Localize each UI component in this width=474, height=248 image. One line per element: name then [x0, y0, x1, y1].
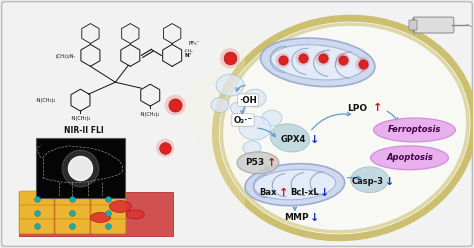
Ellipse shape — [245, 164, 345, 206]
Point — [359, 62, 366, 66]
Text: -N(CH₃)₂: -N(CH₃)₂ — [140, 112, 160, 117]
Ellipse shape — [262, 110, 282, 126]
Text: ↑: ↑ — [373, 103, 382, 113]
FancyBboxPatch shape — [2, 2, 472, 246]
Ellipse shape — [351, 167, 389, 193]
Text: -N(CH₃)₂: -N(CH₃)₂ — [35, 98, 55, 103]
Text: PF₆⁻: PF₆⁻ — [188, 41, 200, 46]
Ellipse shape — [239, 116, 271, 140]
FancyBboxPatch shape — [19, 191, 54, 206]
Text: Bcl-xL: Bcl-xL — [291, 188, 319, 197]
Point — [77, 166, 84, 170]
Point — [162, 146, 169, 150]
Ellipse shape — [284, 172, 322, 198]
Point — [279, 58, 287, 62]
Text: P53: P53 — [246, 158, 264, 167]
Ellipse shape — [127, 210, 144, 219]
Ellipse shape — [374, 118, 456, 142]
Ellipse shape — [254, 169, 336, 200]
Text: Apoptosis: Apoptosis — [386, 153, 433, 162]
FancyBboxPatch shape — [55, 205, 90, 220]
Text: -N(CH₃)₂: -N(CH₃)₂ — [70, 116, 91, 121]
FancyBboxPatch shape — [19, 219, 54, 234]
Point — [69, 197, 76, 201]
Point — [299, 56, 307, 60]
Ellipse shape — [244, 89, 266, 107]
Ellipse shape — [271, 45, 365, 80]
Bar — [18, 192, 173, 236]
Text: Ferroptosis: Ferroptosis — [388, 125, 441, 134]
Point — [33, 224, 40, 228]
Point — [77, 166, 84, 170]
FancyBboxPatch shape — [55, 219, 90, 234]
Ellipse shape — [91, 213, 110, 222]
Text: O₂·⁻: O₂·⁻ — [234, 116, 253, 124]
FancyBboxPatch shape — [91, 191, 126, 206]
Bar — [36, 138, 125, 198]
Point — [226, 56, 234, 60]
Text: ↓: ↓ — [385, 177, 394, 187]
Point — [162, 146, 169, 150]
Text: Bax: Bax — [259, 188, 277, 197]
FancyBboxPatch shape — [91, 205, 126, 220]
Point — [359, 62, 366, 66]
Text: ↑: ↑ — [267, 158, 277, 168]
Ellipse shape — [250, 172, 285, 197]
Ellipse shape — [270, 124, 310, 152]
Text: ↓: ↓ — [310, 135, 319, 145]
Point — [105, 211, 112, 215]
Point — [69, 224, 76, 228]
Text: Casp-3: Casp-3 — [352, 177, 383, 186]
Ellipse shape — [230, 102, 246, 114]
Polygon shape — [175, 31, 245, 217]
Point — [69, 211, 76, 215]
Point — [339, 58, 346, 62]
Text: ↓: ↓ — [320, 188, 329, 198]
Ellipse shape — [216, 74, 244, 96]
Text: MMP: MMP — [284, 213, 309, 222]
Point — [33, 211, 40, 215]
Point — [33, 197, 40, 201]
Text: -CH₃: -CH₃ — [184, 49, 194, 53]
FancyBboxPatch shape — [413, 17, 454, 33]
Point — [339, 58, 346, 62]
Ellipse shape — [371, 146, 448, 170]
Point — [105, 197, 112, 201]
Point — [172, 103, 179, 107]
FancyBboxPatch shape — [91, 219, 126, 234]
Text: GPX4: GPX4 — [280, 135, 306, 144]
Ellipse shape — [215, 18, 474, 238]
Point — [172, 103, 179, 107]
Point — [299, 56, 307, 60]
Text: N⁺: N⁺ — [184, 53, 191, 58]
Point — [279, 58, 287, 62]
FancyBboxPatch shape — [19, 205, 54, 220]
Point — [105, 224, 112, 228]
Text: ↑: ↑ — [279, 188, 289, 198]
FancyBboxPatch shape — [55, 191, 90, 206]
FancyBboxPatch shape — [409, 20, 417, 30]
Ellipse shape — [211, 98, 229, 113]
Ellipse shape — [243, 141, 261, 155]
Ellipse shape — [261, 38, 375, 87]
Point — [319, 56, 327, 60]
Text: LPO: LPO — [347, 104, 368, 113]
Ellipse shape — [109, 201, 131, 213]
Text: ↓: ↓ — [310, 213, 319, 222]
Point — [319, 56, 327, 60]
Text: (CH₃)₂N-: (CH₃)₂N- — [55, 54, 75, 59]
Text: ·OH: ·OH — [239, 96, 257, 105]
Point — [226, 56, 234, 60]
Ellipse shape — [237, 152, 279, 174]
Text: NIR-II FLI: NIR-II FLI — [64, 126, 103, 135]
